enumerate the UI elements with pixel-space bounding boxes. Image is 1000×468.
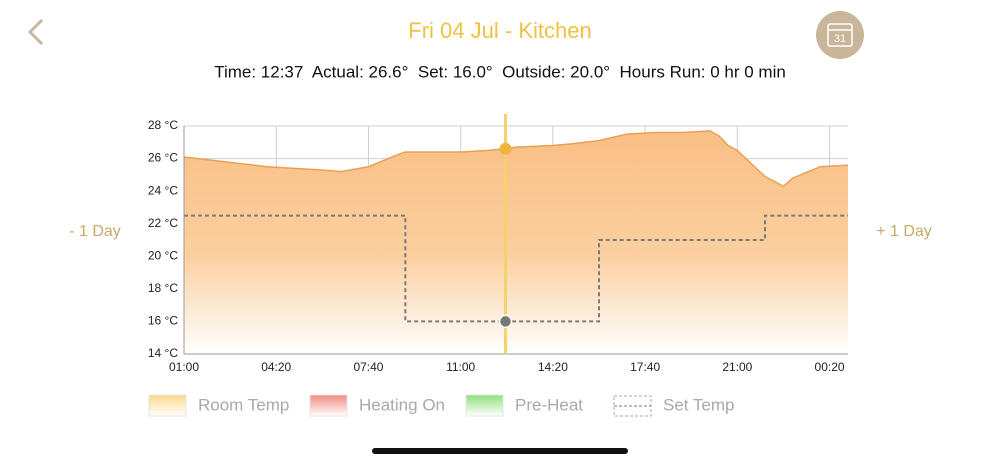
y-tick-label: 14 °C <box>148 346 178 360</box>
legend: Room Temp Heating On Pre-Heat Set Temp <box>148 394 735 417</box>
x-tick-label: 21:00 <box>722 360 752 374</box>
next-day[interactable]: + 1 Day <box>876 223 932 240</box>
room-temp-area <box>184 130 848 354</box>
x-tick-label: 00:20 <box>815 360 845 374</box>
x-tick-label: 01:00 <box>169 360 199 374</box>
calendar-icon <box>827 23 853 47</box>
cursor-set-dot <box>498 314 513 329</box>
title: Fri 04 Jul - Kitchen <box>408 18 591 43</box>
y-tick-label: 24 °C <box>148 183 178 197</box>
x-tick-label: 04:20 <box>261 360 291 374</box>
legend-swatch <box>309 394 348 417</box>
y-tick-label: 18 °C <box>148 281 178 295</box>
y-tick-label: 20 °C <box>148 248 178 262</box>
y-tick-label: 26 °C <box>148 151 178 165</box>
x-tick-label: 07:40 <box>353 360 383 374</box>
calendar-day: 31 <box>834 33 846 45</box>
calendar-button[interactable]: 31 <box>816 11 864 59</box>
back-button[interactable] <box>27 18 44 46</box>
chart: 14 °C 16 °C 18 °C 20 °C 22 °C 24 °C 26 °C 28 °C… <box>148 114 849 374</box>
legend-swatch <box>148 394 187 417</box>
x-tick-label: 17:40 <box>630 360 660 374</box>
cursor-room-dot <box>499 142 512 155</box>
y-tick-label: 28 °C <box>148 118 178 132</box>
legend-label: Room Temp <box>198 395 289 414</box>
x-tick-label: 14:20 <box>538 360 568 374</box>
set-temp-line <box>184 214 848 323</box>
x-tick-label: 11:00 <box>446 360 475 374</box>
legend-label: Set Temp <box>663 395 735 414</box>
prev-day[interactable]: - 1 Day <box>69 223 121 240</box>
calendar-circle <box>816 11 864 59</box>
legend-swatch <box>465 394 504 417</box>
status-line: Time: 12:37 Actual: 26.6° Set: 16.0° Out… <box>214 62 786 81</box>
legend-label: Heating On <box>359 395 445 414</box>
legend-label: Pre-Heat <box>515 395 583 414</box>
y-tick-label: 16 °C <box>148 314 178 328</box>
room-temp-line <box>183 130 849 188</box>
home-indicator <box>372 448 628 454</box>
y-tick-label: 22 °C <box>148 216 178 230</box>
